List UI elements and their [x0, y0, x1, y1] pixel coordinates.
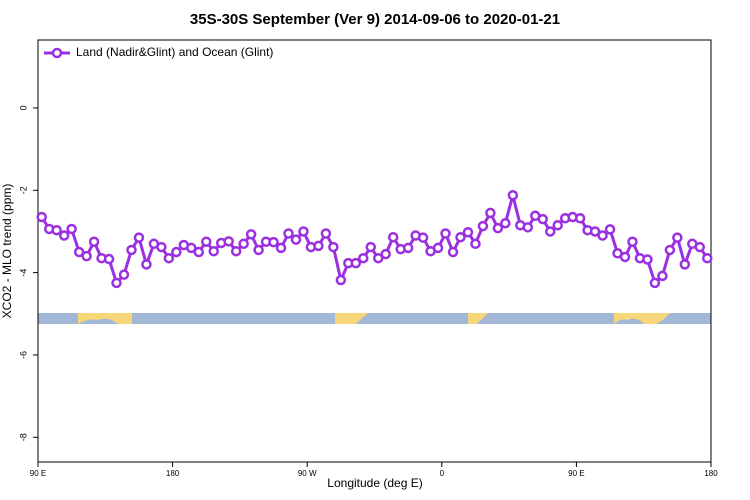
data-point	[642, 254, 653, 265]
data-point	[350, 257, 362, 269]
data-point	[672, 232, 683, 243]
data-point	[66, 223, 77, 235]
data-point	[313, 240, 324, 252]
data-point	[462, 227, 474, 238]
data-point	[492, 222, 504, 234]
data-point	[163, 252, 175, 264]
data-point	[455, 231, 466, 243]
data-point	[58, 230, 70, 241]
data-point	[328, 241, 339, 253]
data-point	[597, 230, 608, 241]
data-point	[118, 269, 130, 280]
data-point	[275, 242, 287, 254]
data-point	[298, 226, 309, 237]
data-point	[702, 252, 713, 264]
data-point	[141, 259, 152, 270]
data-point	[627, 236, 638, 247]
data-point	[88, 236, 100, 247]
data-point	[477, 220, 489, 232]
legend-label: Land (Nadir&Glint) and Ocean (Glint)	[76, 45, 273, 59]
data-point	[604, 224, 616, 235]
x-tick-label: 180	[166, 469, 180, 478]
data-point	[387, 231, 399, 243]
y-tick-label: -4	[18, 269, 28, 277]
data-point	[694, 241, 706, 253]
data-point	[36, 211, 47, 223]
x-tick-label: 90 E	[30, 469, 46, 478]
data-point	[432, 242, 444, 254]
data-point	[544, 226, 556, 237]
x-axis-label: Longitude (deg E)	[327, 476, 422, 490]
data-point	[447, 246, 459, 258]
x-tick-label: 180	[704, 469, 718, 478]
data-point	[552, 220, 563, 231]
data-point	[589, 226, 601, 237]
data-point	[320, 228, 332, 239]
data-point	[156, 241, 167, 253]
data-point	[230, 245, 242, 257]
data-point	[133, 232, 145, 243]
data-point	[81, 250, 92, 262]
data-point	[186, 242, 197, 254]
data-point	[51, 224, 62, 236]
data-point	[201, 236, 212, 247]
data-point	[372, 252, 384, 264]
x-tick-label: 0	[440, 469, 445, 478]
data-point	[417, 232, 429, 243]
data-point	[470, 238, 481, 250]
y-axis-label: XCO2 - MLO trend (ppm)	[0, 184, 14, 319]
data-point	[537, 213, 548, 225]
data-point	[223, 236, 234, 247]
y-tick-label: -2	[18, 186, 28, 194]
data-point	[290, 234, 302, 245]
data-point	[126, 244, 137, 256]
plot-frame	[37, 39, 712, 463]
data-point	[73, 246, 85, 258]
data-point	[245, 229, 257, 240]
data-point	[358, 252, 369, 264]
data-point	[268, 236, 279, 248]
land-ocean-strip	[38, 313, 711, 324]
y-tick-label: 0	[18, 105, 28, 110]
data-point	[283, 228, 294, 239]
data-point	[657, 270, 668, 282]
data-point	[335, 274, 347, 286]
data-point	[380, 248, 391, 260]
legend-marker	[51, 47, 63, 59]
x-tick-label: 90 E	[568, 469, 584, 478]
x-tick-label: 90 W	[298, 469, 317, 478]
data-point	[402, 242, 414, 254]
data-point	[522, 222, 534, 233]
data-point	[103, 253, 115, 265]
data-point	[574, 213, 586, 224]
data-point	[664, 244, 676, 256]
data-point	[365, 241, 377, 253]
data-point	[193, 246, 205, 258]
data-point	[253, 244, 264, 256]
data-point	[679, 259, 691, 270]
data-point	[171, 246, 182, 258]
y-tick-label: -8	[18, 433, 28, 441]
y-tick-label: -6	[18, 351, 28, 359]
data-point	[485, 207, 496, 219]
data-point	[208, 245, 219, 257]
data-point	[649, 277, 661, 289]
data-point	[111, 277, 122, 289]
data-point	[507, 189, 519, 201]
chart-title: 35S-30S September (Ver 9) 2014-09-06 to …	[190, 11, 560, 28]
data-point	[500, 217, 511, 229]
data-point	[238, 238, 249, 250]
data-point	[440, 228, 451, 239]
data-point	[619, 251, 631, 263]
